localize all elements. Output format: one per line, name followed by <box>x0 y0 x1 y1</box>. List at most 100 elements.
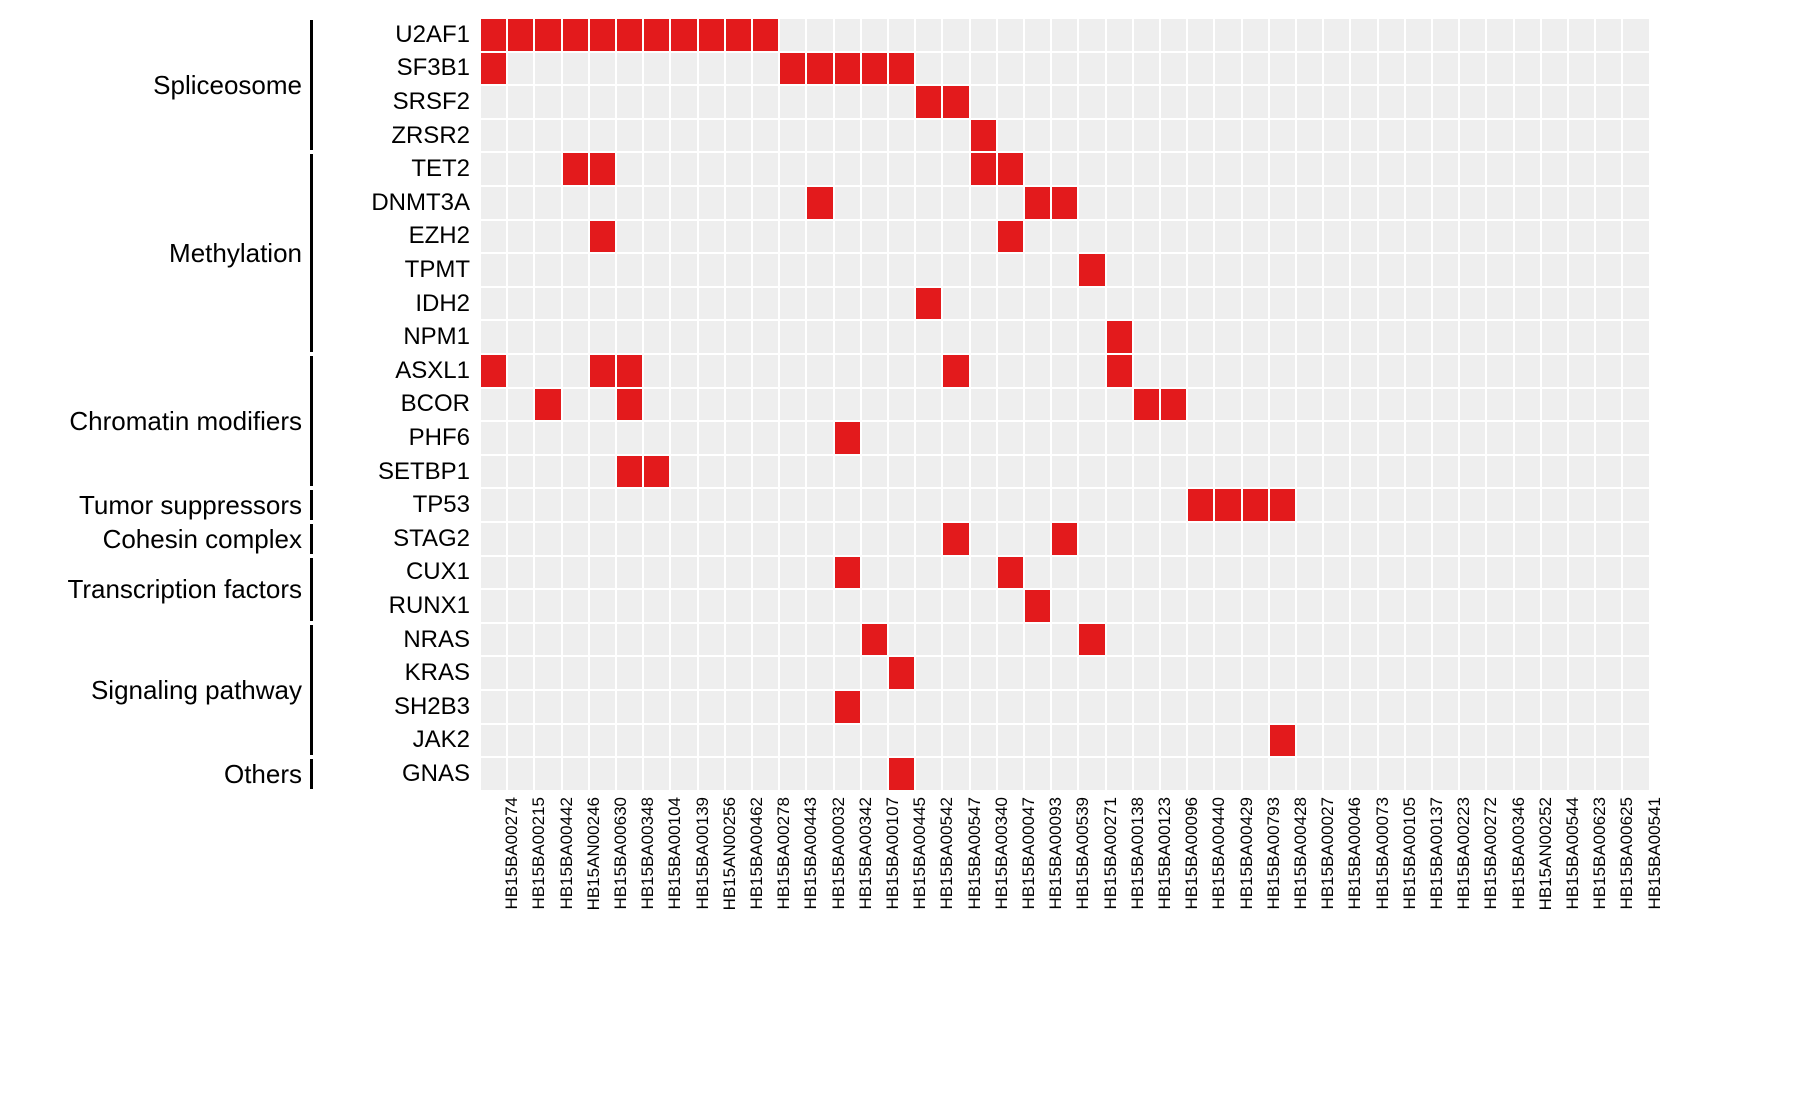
heatmap-cell-mutated <box>835 691 860 723</box>
heatmap-cell <box>1324 422 1349 454</box>
heatmap-cell <box>780 288 805 320</box>
heatmap-cell <box>1270 422 1295 454</box>
heatmap-cell <box>1460 153 1485 185</box>
heatmap-cell <box>1351 456 1376 488</box>
heatmap-cell <box>889 153 914 185</box>
heatmap-cell <box>1297 288 1322 320</box>
heatmap-cell <box>1025 19 1050 51</box>
heatmap-cell-mutated <box>943 523 968 555</box>
gene-label: TPMT <box>310 258 470 282</box>
gene-label: KRAS <box>310 661 470 685</box>
heatmap-cell <box>563 321 588 353</box>
sample-label: HB15BA00429 <box>1237 797 1257 997</box>
heatmap-cell-mutated <box>1188 489 1213 521</box>
heatmap-cell <box>508 221 533 253</box>
heatmap-cell <box>1623 489 1648 521</box>
heatmap-cell <box>862 691 887 723</box>
heatmap-cell <box>1487 422 1512 454</box>
gene-label: STAG2 <box>310 527 470 551</box>
heatmap-cell <box>1324 321 1349 353</box>
heatmap-cell <box>1161 557 1186 589</box>
heatmap-cell <box>1515 355 1540 387</box>
gene-label: U2AF1 <box>310 23 470 47</box>
heatmap-cell-mutated <box>1215 489 1240 521</box>
heatmap-cell <box>1351 725 1376 757</box>
heatmap-cell <box>780 758 805 790</box>
heatmap-cell <box>835 254 860 286</box>
heatmap-cell <box>1052 321 1077 353</box>
heatmap-cell <box>508 389 533 421</box>
heatmap-cell <box>644 321 669 353</box>
heatmap-cell <box>1569 590 1594 622</box>
heatmap-cell <box>563 422 588 454</box>
category-bracket <box>310 20 313 150</box>
heatmap-cell-mutated <box>590 221 615 253</box>
heatmap-cell <box>1515 120 1540 152</box>
heatmap-cell <box>1515 221 1540 253</box>
heatmap-cell-mutated <box>481 19 506 51</box>
sample-label: HB15BA00271 <box>1101 797 1121 997</box>
heatmap-cell <box>1379 355 1404 387</box>
heatmap-cell <box>563 557 588 589</box>
heatmap-cell <box>780 221 805 253</box>
heatmap-cell <box>481 221 506 253</box>
category-label: Signaling pathway <box>6 675 302 706</box>
heatmap-cell <box>535 221 560 253</box>
heatmap-cell <box>1134 221 1159 253</box>
heatmap-cell <box>943 758 968 790</box>
heatmap-cell <box>1623 53 1648 85</box>
heatmap-cell <box>1025 624 1050 656</box>
heatmap-cell <box>535 153 560 185</box>
heatmap-cell <box>971 489 996 521</box>
heatmap-cell <box>1460 355 1485 387</box>
heatmap-cell <box>780 422 805 454</box>
heatmap-cell <box>889 489 914 521</box>
heatmap-cell <box>753 657 778 689</box>
heatmap-cell <box>943 187 968 219</box>
heatmap-cell <box>916 53 941 85</box>
heatmap-cell <box>943 153 968 185</box>
heatmap-cell <box>780 19 805 51</box>
heatmap-cell <box>1052 456 1077 488</box>
heatmap-cell <box>1161 19 1186 51</box>
heatmap-cell <box>1188 422 1213 454</box>
heatmap-cell <box>508 523 533 555</box>
heatmap-cell <box>753 221 778 253</box>
heatmap-cell <box>862 422 887 454</box>
heatmap-cell <box>1161 489 1186 521</box>
heatmap-cell <box>1487 120 1512 152</box>
heatmap-cell <box>1596 288 1621 320</box>
heatmap-cell <box>1188 590 1213 622</box>
heatmap-cell <box>617 725 642 757</box>
heatmap-cell <box>1052 254 1077 286</box>
heatmap-cell <box>1025 489 1050 521</box>
category-label: Tumor suppressors <box>6 490 302 521</box>
heatmap-cell <box>1379 153 1404 185</box>
heatmap-cell <box>617 321 642 353</box>
heatmap-cell <box>1079 321 1104 353</box>
heatmap-cell <box>1460 288 1485 320</box>
heatmap-cell <box>481 187 506 219</box>
heatmap-cell <box>644 120 669 152</box>
heatmap-cell <box>1433 221 1458 253</box>
heatmap-cell <box>1623 86 1648 118</box>
heatmap-cell <box>1569 153 1594 185</box>
heatmap-cell <box>1161 288 1186 320</box>
heatmap-cell <box>1270 523 1295 555</box>
heatmap-cell <box>1623 624 1648 656</box>
heatmap-cell <box>617 758 642 790</box>
heatmap-cell <box>889 187 914 219</box>
heatmap-cell <box>1460 321 1485 353</box>
heatmap-cell <box>1379 321 1404 353</box>
heatmap-cell <box>1161 321 1186 353</box>
heatmap-cell <box>1596 355 1621 387</box>
heatmap-cell <box>1079 86 1104 118</box>
heatmap-cell <box>1351 53 1376 85</box>
heatmap-cell <box>780 456 805 488</box>
heatmap-cell <box>1623 355 1648 387</box>
heatmap-cell <box>1270 389 1295 421</box>
heatmap-cell <box>862 657 887 689</box>
heatmap-cell <box>1188 355 1213 387</box>
category-bracket <box>310 524 313 554</box>
heatmap-cell <box>1433 725 1458 757</box>
